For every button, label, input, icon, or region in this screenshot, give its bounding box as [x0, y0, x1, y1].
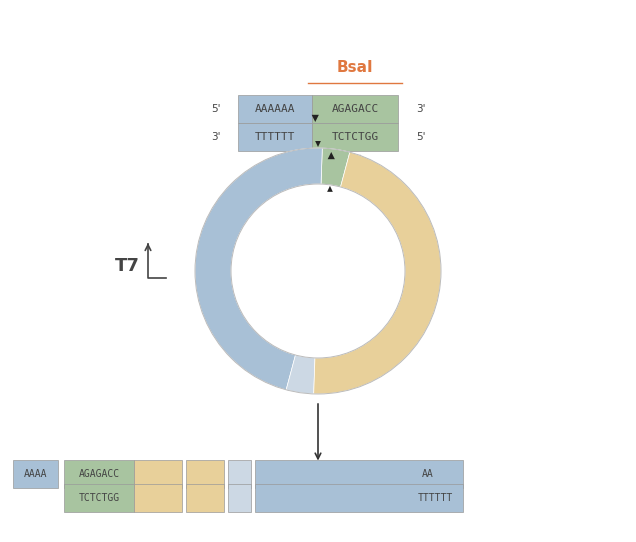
Text: AGAGACC: AGAGACC: [78, 469, 120, 479]
FancyBboxPatch shape: [228, 460, 251, 488]
FancyBboxPatch shape: [134, 484, 182, 512]
Polygon shape: [314, 152, 441, 394]
Polygon shape: [328, 152, 335, 159]
Text: T7: T7: [115, 257, 140, 275]
Text: TTTTTT: TTTTTT: [417, 493, 453, 503]
Text: TCTCTGG: TCTCTGG: [331, 132, 378, 142]
FancyBboxPatch shape: [186, 484, 224, 512]
Text: AAAA: AAAA: [24, 469, 47, 479]
Text: TCTCTGG: TCTCTGG: [78, 493, 120, 503]
Text: AA: AA: [422, 469, 434, 479]
Polygon shape: [312, 115, 319, 122]
FancyBboxPatch shape: [64, 484, 134, 512]
Text: 5': 5': [211, 104, 220, 114]
FancyBboxPatch shape: [13, 460, 58, 488]
FancyBboxPatch shape: [134, 460, 182, 488]
FancyBboxPatch shape: [255, 460, 463, 488]
FancyBboxPatch shape: [186, 460, 224, 488]
FancyBboxPatch shape: [238, 123, 312, 151]
FancyBboxPatch shape: [312, 123, 398, 151]
Polygon shape: [321, 148, 350, 187]
Polygon shape: [327, 186, 333, 192]
FancyBboxPatch shape: [255, 484, 463, 512]
FancyBboxPatch shape: [312, 95, 398, 123]
Text: 5': 5': [416, 132, 425, 142]
FancyBboxPatch shape: [228, 484, 251, 512]
FancyBboxPatch shape: [238, 95, 312, 123]
Text: AAAAAA: AAAAAA: [255, 104, 296, 114]
Polygon shape: [286, 355, 315, 394]
Text: TTTTTT: TTTTTT: [255, 132, 296, 142]
Polygon shape: [315, 141, 321, 147]
FancyBboxPatch shape: [64, 460, 134, 488]
Text: 3': 3': [416, 104, 425, 114]
Text: 3': 3': [211, 132, 220, 142]
Text: AGAGACC: AGAGACC: [331, 104, 378, 114]
Polygon shape: [195, 148, 322, 390]
Text: BsaI: BsaI: [336, 60, 373, 74]
